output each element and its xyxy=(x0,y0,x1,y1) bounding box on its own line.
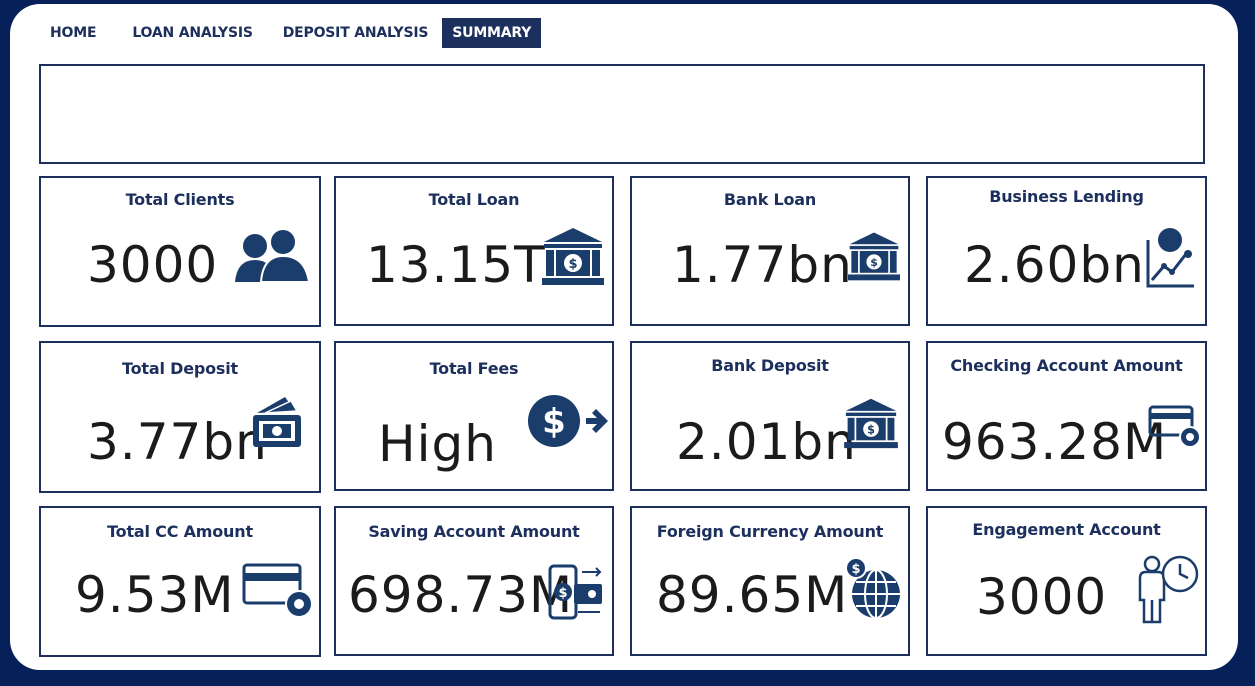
card-title: Total Fees xyxy=(429,359,519,378)
card-title: Foreign Currency Amount xyxy=(656,522,884,541)
header-banner xyxy=(39,64,1205,164)
card-title: Checking Account Amount xyxy=(950,356,1183,375)
mobile-payment-icon: $ xyxy=(548,562,606,622)
person-clock-icon xyxy=(1134,552,1202,626)
users-icon xyxy=(233,228,311,284)
bank-icon: $ xyxy=(844,397,898,449)
card-title: Total Loan xyxy=(428,190,520,209)
svg-text:$: $ xyxy=(867,423,875,436)
card-total-clients[interactable]: Total Clients 3000 xyxy=(39,176,321,327)
card-title: Bank Loan xyxy=(723,190,817,209)
card-bank-deposit[interactable]: Bank Deposit 2.01bn $ xyxy=(630,341,910,491)
tab-loan-analysis[interactable]: LOAN ANALYSIS xyxy=(132,25,253,41)
card-title: Bank Deposit xyxy=(711,356,829,375)
card-value: 3000 xyxy=(976,568,1108,626)
card-value: 2.01bn xyxy=(676,413,857,471)
card-foreign-currency-amount[interactable]: Foreign Currency Amount 89.65M $ xyxy=(630,506,910,656)
card-title: Total CC Amount xyxy=(107,522,253,541)
card-title: Total Deposit xyxy=(122,359,238,378)
svg-text:$: $ xyxy=(870,256,878,269)
card-saving-account-amount[interactable]: Saving Account Amount 698.73M $ xyxy=(334,506,614,656)
card-value: 698.73M xyxy=(348,566,574,624)
card-business-lending[interactable]: Business Lending 2.60bn xyxy=(926,176,1207,326)
globe-dollar-icon: $ xyxy=(844,558,904,622)
card-title: Engagement Account xyxy=(972,520,1161,539)
svg-text:$: $ xyxy=(558,586,567,601)
card-value: 3000 xyxy=(87,236,219,294)
card-bank-loan[interactable]: Bank Loan 1.77bn $ xyxy=(630,176,910,326)
card-total-fees[interactable]: Total Fees High $ xyxy=(334,341,614,491)
tab-home[interactable]: HOME xyxy=(50,25,97,41)
svg-text:$: $ xyxy=(568,257,577,272)
dollar-arrow-icon: $ xyxy=(526,393,610,453)
card-total-loan[interactable]: Total Loan 13.15T $ xyxy=(334,176,614,326)
card-value: 13.15T xyxy=(366,236,546,294)
card-title: Total Clients xyxy=(125,190,235,209)
top-nav: HOME LOAN ANALYSIS DEPOSIT ANALYSIS SUMM… xyxy=(40,18,542,48)
card-value: 9.53M xyxy=(75,566,235,624)
card-title: Business Lending xyxy=(989,187,1144,206)
card-value: 2.60bn xyxy=(964,236,1145,294)
card-value: High xyxy=(378,415,497,473)
card-total-cc-amount[interactable]: Total CC Amount 9.53M xyxy=(39,506,321,657)
growth-chart-icon xyxy=(1142,226,1198,290)
card-title: Saving Account Amount xyxy=(368,522,580,541)
bank-icon: $ xyxy=(848,230,900,282)
cash-wallet-icon xyxy=(251,393,303,451)
card-total-deposit[interactable]: Total Deposit 3.77bn xyxy=(39,341,321,493)
bank-icon: $ xyxy=(542,226,604,286)
svg-text:$: $ xyxy=(851,562,860,577)
svg-text:$: $ xyxy=(542,402,566,442)
card-settings-icon xyxy=(1148,405,1204,449)
card-value: 89.65M xyxy=(656,566,849,624)
card-value: 3.77bn xyxy=(87,413,268,471)
tab-summary[interactable]: SUMMARY xyxy=(442,18,542,48)
card-engagement-account[interactable]: Engagement Account 3000 xyxy=(926,506,1207,656)
card-settings-icon xyxy=(241,562,317,620)
card-value: 963.28M xyxy=(942,413,1168,471)
card-value: 1.77bn xyxy=(672,236,853,294)
tab-deposit-analysis[interactable]: DEPOSIT ANALYSIS xyxy=(282,25,429,41)
card-checking-account-amount[interactable]: Checking Account Amount 963.28M xyxy=(926,341,1207,491)
